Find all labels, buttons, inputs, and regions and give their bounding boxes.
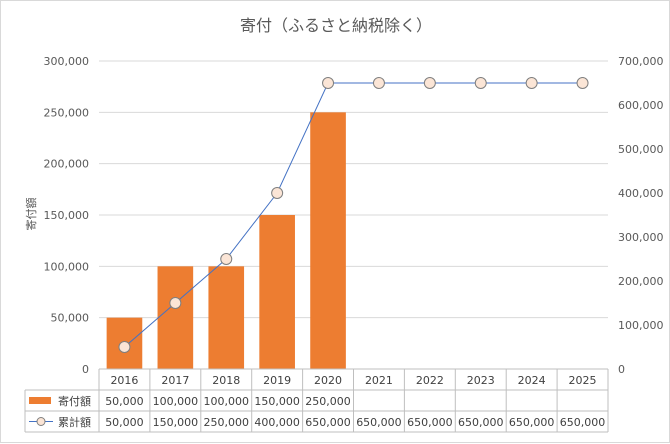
line-point bbox=[525, 77, 538, 89]
x-tick-label: 2020 bbox=[314, 374, 342, 387]
y2-tick-label: 600,000 bbox=[618, 99, 664, 112]
line-point bbox=[423, 77, 436, 89]
table-cell-bar-value: 100,000 bbox=[153, 395, 199, 408]
line-series bbox=[118, 77, 589, 353]
x-tick-label: 2019 bbox=[263, 374, 291, 387]
y-tick-label: 50,000 bbox=[51, 312, 90, 325]
data-table: 2016 2017 2018 2019 2020 2021 2022 2023 2024 2025… bbox=[24, 368, 609, 433]
legend-key-marker bbox=[36, 417, 46, 426]
y2-tick-label: 400,000 bbox=[618, 187, 664, 200]
line-point bbox=[372, 77, 385, 89]
table-cell-line-value: 650,000 bbox=[509, 416, 555, 429]
x-tick-label: 2018 bbox=[212, 374, 240, 387]
line-point bbox=[576, 77, 589, 89]
x-tick-label: 2017 bbox=[161, 374, 189, 387]
line-point bbox=[322, 77, 335, 89]
y-tick-label: 100,000 bbox=[44, 260, 90, 273]
x-tick-label: 2022 bbox=[416, 374, 444, 387]
y2-tick-label: 0 bbox=[618, 363, 625, 376]
y2-tick-label: 300,000 bbox=[618, 231, 664, 244]
y-tick-label: 150,000 bbox=[44, 209, 90, 222]
table-cell-bar-value: 50,000 bbox=[105, 395, 144, 408]
table-cell-line-value: 650,000 bbox=[356, 416, 402, 429]
y2-tick-label: 500,000 bbox=[618, 143, 664, 156]
bar bbox=[259, 215, 295, 369]
table-cell-bar-value: 150,000 bbox=[254, 395, 300, 408]
table-cell-line-value: 150,000 bbox=[153, 416, 199, 429]
table-cell-line-value: 650,000 bbox=[407, 416, 453, 429]
table-cell-bar-value: 100,000 bbox=[204, 395, 250, 408]
chart-title: 寄付（ふるさと納税除く） bbox=[240, 16, 432, 35]
table-cell-line-value: 400,000 bbox=[254, 416, 300, 429]
y-tick-label: 250,000 bbox=[44, 106, 90, 119]
table-cell-line-value: 250,000 bbox=[204, 416, 250, 429]
legend-label-bar: 寄付額 bbox=[58, 394, 91, 408]
line-point bbox=[118, 341, 131, 353]
y2-tick-label: 700,000 bbox=[618, 55, 664, 68]
bar-series bbox=[106, 112, 346, 369]
bar bbox=[157, 266, 194, 369]
table-cell-line-value: 650,000 bbox=[305, 416, 351, 429]
y-axis-right: 0 100,000 200,000 300,000 400,000 500,000 600,… bbox=[618, 55, 664, 376]
line-point bbox=[271, 187, 284, 199]
legend-key-bar bbox=[29, 397, 51, 404]
x-tick-label: 2023 bbox=[467, 374, 495, 387]
table-cell-line-value: 650,000 bbox=[458, 416, 504, 429]
line-point bbox=[474, 77, 487, 89]
table-cell-bar-value: 250,000 bbox=[305, 395, 351, 408]
y-tick-label: 200,000 bbox=[44, 158, 90, 171]
table-cell-line-value: 650,000 bbox=[560, 416, 606, 429]
bar bbox=[310, 112, 346, 369]
y2-tick-label: 100,000 bbox=[618, 319, 664, 332]
line-point bbox=[169, 297, 182, 309]
y-axis-left: 0 50,000 100,000 150,000 200,000 250,000 300,0… bbox=[44, 55, 90, 376]
series-line bbox=[124, 82, 583, 348]
x-tick-label: 2024 bbox=[518, 374, 546, 387]
y2-tick-label: 200,000 bbox=[618, 275, 664, 288]
legend-label-line: 累計額 bbox=[58, 415, 91, 429]
y-tick-label: 0 bbox=[82, 363, 89, 376]
bar bbox=[208, 266, 245, 369]
x-tick-label: 2025 bbox=[569, 374, 597, 387]
line-point bbox=[220, 253, 233, 265]
y-tick-label: 300,000 bbox=[44, 55, 90, 68]
y-axis-label: 寄付額 bbox=[24, 198, 38, 231]
x-tick-label: 2016 bbox=[110, 374, 138, 387]
table-cell-line-value: 50,000 bbox=[105, 416, 144, 429]
x-tick-label: 2021 bbox=[365, 374, 393, 387]
